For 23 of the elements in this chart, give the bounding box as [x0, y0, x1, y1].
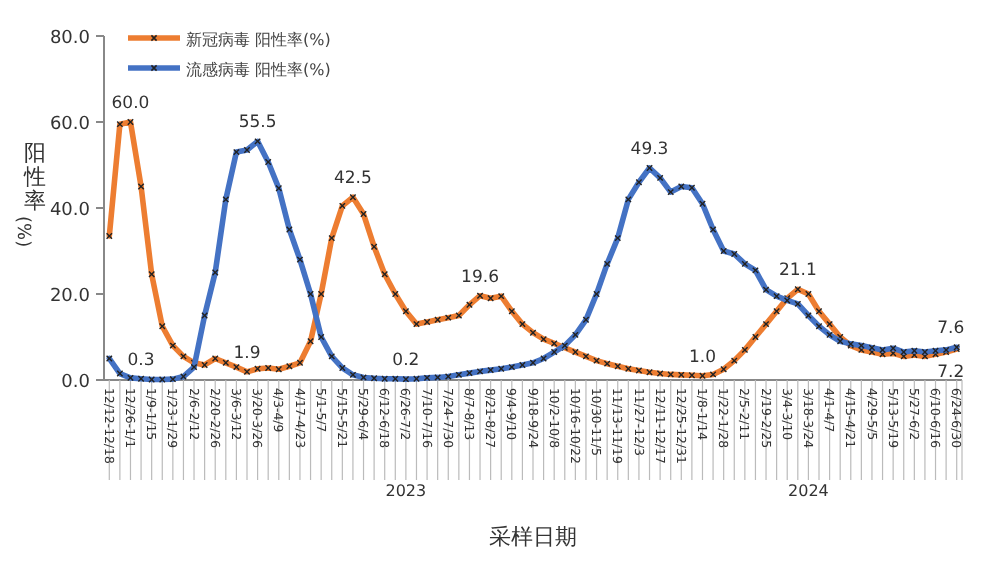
data-label: 0.3 — [127, 350, 155, 371]
data-label: 55.5 — [238, 113, 277, 134]
data-label: 19.6 — [461, 267, 499, 288]
ytick: 60.0 — [49, 115, 90, 135]
data-label: 49.3 — [630, 140, 669, 160]
data-label: 21.1 — [778, 261, 817, 282]
ytick: 40.0 — [49, 201, 90, 221]
ytick: 20.0 — [49, 287, 90, 307]
annotation: 2023 — [385, 482, 427, 500]
data-label: 1.0 — [688, 347, 716, 368]
xlabel: 采样日期 — [489, 524, 577, 550]
data-label: 7.6 — [937, 319, 965, 340]
legend: 新冠病毒 阳性率(%) — [186, 31, 331, 49]
legend: 流感病毒 阳性率(%) — [186, 61, 331, 79]
data-label: 42.5 — [334, 169, 372, 190]
annotation: 2024 — [788, 482, 829, 500]
data-label: 1.9 — [233, 343, 261, 364]
ytick: 80.0 — [49, 29, 90, 49]
data-label: 7.2 — [937, 363, 965, 384]
data-label: 60.0 — [111, 94, 150, 114]
data-label: 0.2 — [392, 351, 420, 372]
ylabel: 阳性率(%) — [12, 140, 46, 248]
ytick: 0.0 — [61, 373, 90, 393]
